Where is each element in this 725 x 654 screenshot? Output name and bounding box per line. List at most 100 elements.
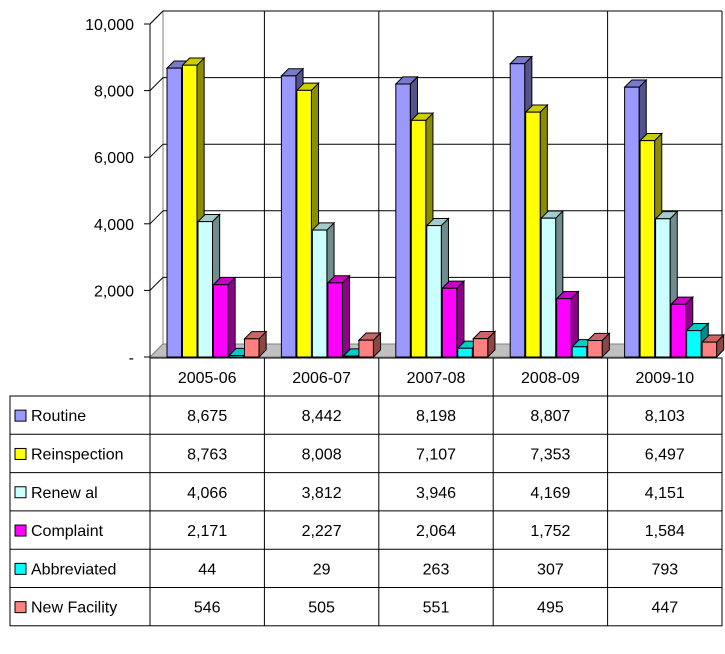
data-label: 1,752	[530, 523, 570, 540]
data-label: 8,008	[302, 446, 342, 463]
bar-front	[244, 338, 260, 358]
data-label: 263	[423, 561, 450, 578]
y-tick-label: 4,000	[94, 217, 134, 234]
data-label: 4,169	[530, 485, 570, 502]
data-label: 3,946	[416, 485, 456, 502]
bar-front	[410, 119, 427, 358]
bar-front	[701, 341, 718, 358]
bar	[326, 274, 351, 359]
data-label: 44	[198, 561, 216, 578]
legend-swatch	[14, 601, 27, 614]
gridline-depth	[149, 77, 164, 91]
x-tick-label: 2008-09	[521, 370, 580, 387]
data-label: 505	[308, 600, 335, 617]
bars	[165, 55, 725, 359]
data-label: 8,198	[416, 408, 456, 425]
data-label: 307	[537, 561, 564, 578]
bar	[555, 290, 580, 359]
bar-front	[556, 298, 572, 358]
data-label: 551	[423, 600, 450, 617]
data-label: 8,442	[302, 408, 342, 425]
bar-front	[624, 86, 640, 358]
data-label: 793	[651, 561, 678, 578]
gridline-depth	[149, 210, 164, 225]
legend-label: Abbreviated	[31, 561, 116, 578]
bar-front	[197, 221, 213, 358]
data-label: 29	[313, 561, 331, 578]
bar-front	[472, 338, 489, 358]
legend-swatch	[14, 524, 27, 537]
data-label: 2,171	[187, 523, 227, 540]
bar-side	[341, 274, 351, 359]
legend-label: Reinspection	[31, 446, 124, 463]
data-table: 2005-06 2006-07 2007-08 2008-09 2009-10 Routi…	[9, 357, 723, 627]
data-label: 8,763	[187, 446, 227, 463]
data-label: 546	[194, 600, 221, 617]
bar	[243, 330, 268, 359]
bar-front	[587, 340, 603, 358]
legend-swatch	[14, 562, 27, 575]
data-label: 495	[537, 600, 564, 617]
data-label: 447	[651, 600, 678, 617]
bar-front	[166, 67, 182, 358]
bar-front	[296, 89, 312, 358]
data-label: 4,066	[187, 485, 227, 502]
bar-front	[182, 64, 198, 358]
bar-front	[358, 339, 374, 358]
gridline-depth	[149, 143, 164, 158]
y-tick-label: 8,000	[94, 84, 134, 101]
bar-front	[509, 63, 526, 358]
bar	[357, 331, 382, 359]
bar-front	[686, 330, 702, 358]
bar	[410, 111, 435, 359]
bar-front	[639, 140, 656, 358]
gridline-depth	[149, 277, 164, 291]
data-label: 7,353	[530, 446, 570, 463]
legend-label: Complaint	[31, 523, 104, 540]
bar-front	[571, 346, 588, 358]
bar	[700, 333, 725, 359]
bar-side	[227, 276, 236, 359]
bar-front	[311, 229, 328, 358]
bar-front	[213, 284, 229, 358]
data-label: 6,497	[645, 446, 685, 463]
legend-swatch	[14, 409, 27, 422]
bar	[586, 332, 611, 359]
bar-front	[280, 75, 297, 358]
bar-front	[540, 217, 557, 358]
bar-front	[655, 218, 671, 358]
data-label: 2,227	[302, 523, 342, 540]
data-label: 8,675	[187, 408, 227, 425]
data-label: 4,151	[645, 485, 685, 502]
gridline-depth	[149, 10, 164, 25]
x-tick-label: 2005-06	[178, 370, 237, 387]
data-label: 8,103	[645, 408, 685, 425]
bar-front	[327, 282, 343, 358]
y-tick-label: 2,000	[94, 283, 134, 300]
data-label: 3,812	[302, 485, 342, 502]
x-tick-label: 2007-08	[407, 370, 466, 387]
x-tick-label: 2009-10	[635, 370, 694, 387]
y-tick-label: -	[129, 350, 134, 367]
bar-front	[228, 355, 244, 358]
side-wall	[149, 9, 164, 359]
legend-swatch	[14, 486, 27, 499]
y-axis: - 2,000 4,000 6,000 8,000 10,000	[85, 17, 151, 367]
data-label: 7,107	[416, 446, 456, 463]
y-tick-label: 6,000	[94, 150, 134, 167]
bar	[212, 276, 237, 359]
bar-front	[441, 287, 458, 358]
legend-label: Renew al	[31, 485, 98, 502]
legend-swatch	[14, 447, 27, 460]
bar	[472, 330, 497, 359]
legend-label: Routine	[31, 408, 86, 425]
data-label: 1,584	[645, 523, 685, 540]
bar-front	[457, 347, 473, 358]
bar-front	[670, 303, 687, 358]
bar-front	[342, 355, 359, 358]
bar-front	[426, 225, 442, 358]
x-tick-label: 2006-07	[292, 370, 351, 387]
data-label: 8,807	[530, 408, 570, 425]
legend-label: New Facility	[31, 600, 117, 617]
